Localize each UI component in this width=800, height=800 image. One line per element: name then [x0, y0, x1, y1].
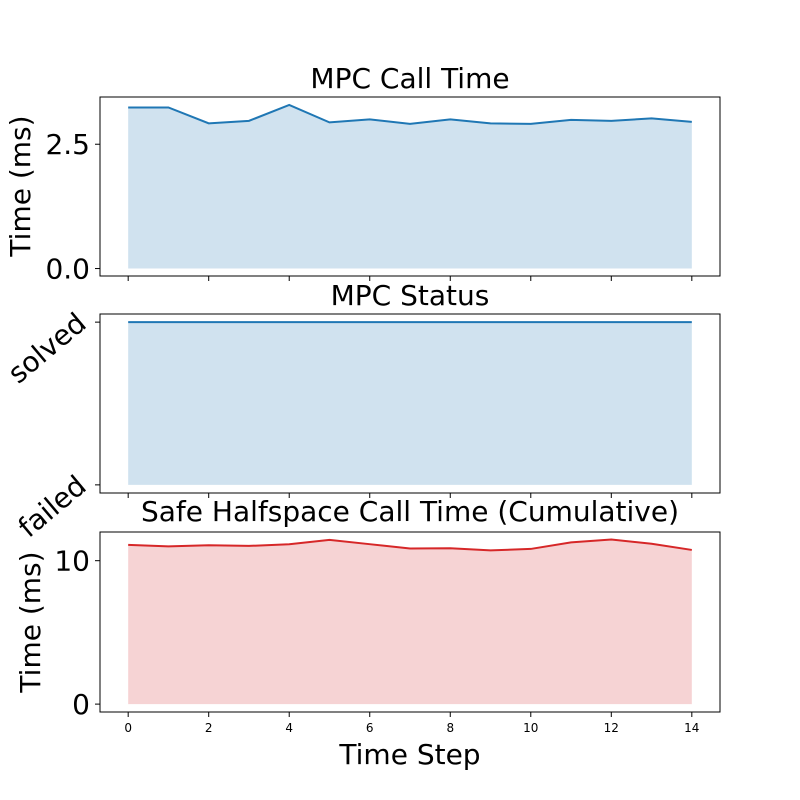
- subplot-safe-halfspace: Safe Halfspace Call Time (Cumulative) Ti…: [14, 495, 721, 771]
- series-line: [128, 103, 692, 125]
- subplot-3-ylabel: Time (ms): [14, 551, 47, 693]
- subplot-1-xticks: [127, 276, 693, 281]
- subplot-3-marks: [128, 538, 692, 705]
- x-tick-label: 6: [366, 721, 374, 735]
- y-tick-label: 0: [72, 688, 90, 721]
- x-tick-label: 2: [205, 721, 213, 735]
- x-tick-label: 12: [604, 721, 619, 735]
- subplot-1-yticks: 0.0 2.5: [45, 128, 100, 286]
- subplot-3-frame: [99, 531, 721, 713]
- series-area-fill: [128, 539, 692, 705]
- series-area-fill: [128, 322, 692, 485]
- subplot-3-yticks: 0 10: [54, 545, 100, 721]
- y-tick-label: 2.5: [45, 128, 90, 161]
- subplot-3-title: Safe Halfspace Call Time (Cumulative): [141, 495, 679, 528]
- series-line: [128, 538, 692, 552]
- y-tick-label: 0.0: [45, 253, 90, 286]
- subplot-1-frame: [99, 96, 721, 277]
- x-tick-label: 0: [124, 721, 132, 735]
- subplot-3-xticks: 0 2 4 6 8 10 12 14: [124, 712, 699, 735]
- subplot-1-title: MPC Call Time: [310, 62, 509, 95]
- series-area-fill: [128, 104, 692, 269]
- subplot-2-frame: [99, 313, 721, 494]
- subplot-mpc-call-time: MPC Call Time Time (ms) 0.0 2.5: [4, 62, 721, 286]
- x-tick-label: 10: [523, 721, 538, 735]
- subplot-1-marks: [128, 103, 692, 269]
- subplot-2-title: MPC Status: [331, 279, 490, 312]
- x-tick-label: 14: [684, 721, 699, 735]
- subplot-1-ylabel: Time (ms): [4, 115, 37, 257]
- x-tick-label: 4: [285, 721, 293, 735]
- x-tick-label: 8: [446, 721, 454, 735]
- x-axis-label: Time Step: [338, 738, 480, 771]
- subplot-2-marks: [128, 321, 692, 485]
- y-tick-label: 10: [54, 545, 90, 578]
- subplot-2-xticks: [127, 493, 693, 498]
